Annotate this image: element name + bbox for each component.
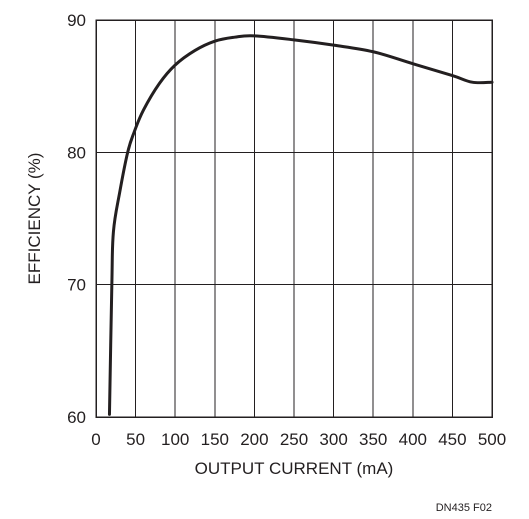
- y-tick-label-60: 60: [67, 408, 86, 427]
- y-tick-label-70: 70: [67, 276, 86, 295]
- y-axis-label: EFFICIENCY (%): [25, 153, 44, 285]
- x-tick-label-50: 50: [126, 430, 145, 449]
- efficiency-curve: [107, 34, 494, 416]
- x-tick-label-0: 0: [91, 430, 100, 449]
- x-tick-label-400: 400: [399, 430, 427, 449]
- x-tick-label-300: 300: [319, 430, 347, 449]
- x-tick-label-150: 150: [201, 430, 229, 449]
- x-tick-label-200: 200: [240, 430, 268, 449]
- x-tick-label-250: 250: [280, 430, 308, 449]
- y-tick-labels: 60 70 80 90: [67, 11, 86, 427]
- x-axis-label: OUTPUT CURRENT (mA): [195, 459, 394, 478]
- x-tick-labels: 0 50 100 150 200 250 300 350 400 450 500: [91, 430, 506, 449]
- x-tick-label-450: 450: [438, 430, 466, 449]
- grid-lines: [96, 20, 492, 417]
- y-tick-label-80: 80: [67, 143, 86, 162]
- plot-frame: [95, 19, 493, 418]
- series-layer: [107, 34, 494, 416]
- x-tick-label-500: 500: [478, 430, 506, 449]
- x-tick-label-350: 350: [359, 430, 387, 449]
- y-tick-label-90: 90: [67, 11, 86, 30]
- figure-note: DN435 F02: [436, 502, 492, 514]
- x-tick-label-100: 100: [161, 430, 189, 449]
